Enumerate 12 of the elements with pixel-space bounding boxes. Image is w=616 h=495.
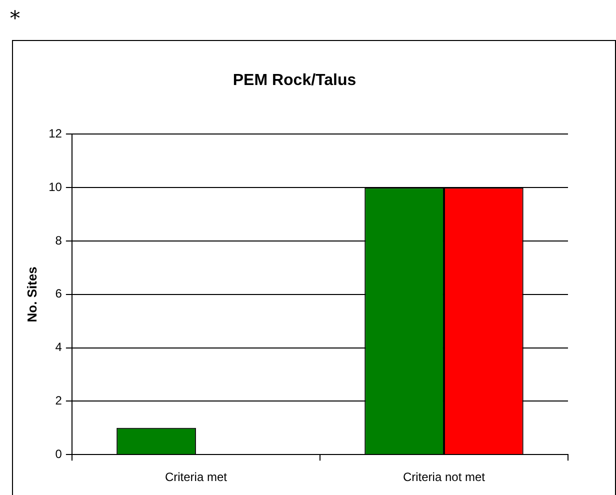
y-tick-label: 10 bbox=[48, 180, 62, 194]
y-tick-label: 4 bbox=[55, 340, 62, 354]
y-tick-label: 12 bbox=[48, 126, 62, 141]
chart-title: PEM Rock/Talus bbox=[232, 72, 356, 90]
y-tick-label: 0 bbox=[55, 446, 62, 461]
y-tick-label: 2 bbox=[55, 394, 62, 408]
y-tick-label: 6 bbox=[55, 286, 62, 301]
text: * bbox=[10, 6, 20, 30]
y-axis-title: No. Sites bbox=[24, 266, 40, 322]
y-tick-label: 8 bbox=[55, 233, 62, 248]
x-tick-label: Criteria met bbox=[164, 470, 228, 484]
x-tick-label: Criteria not met bbox=[402, 470, 486, 484]
